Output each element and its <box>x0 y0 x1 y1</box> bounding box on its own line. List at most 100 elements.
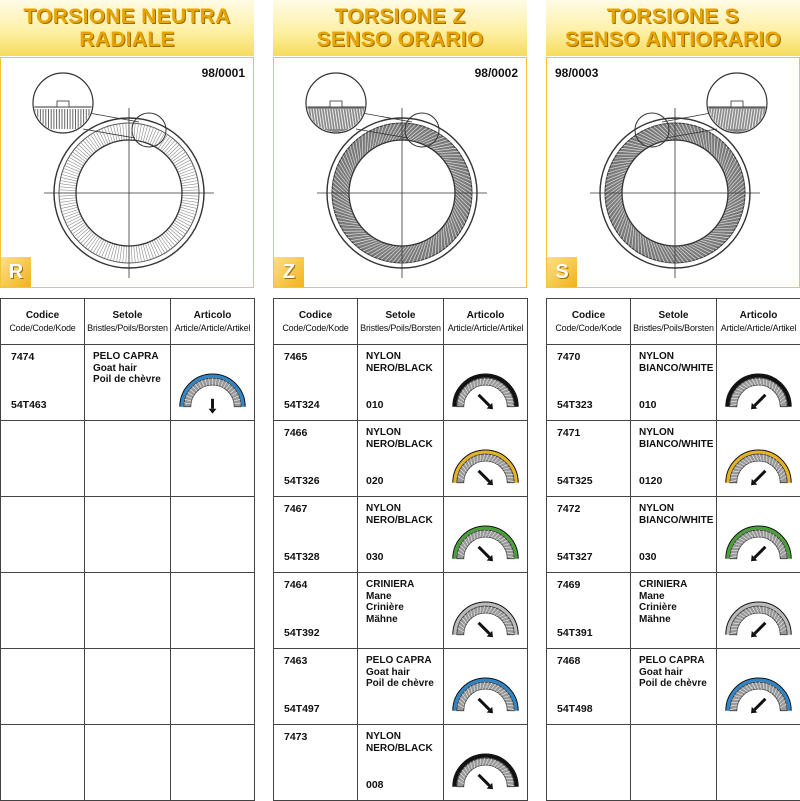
bristle-line-3: Poil de chèvre <box>93 374 161 386</box>
bristle-line-1: NYLON <box>366 427 433 439</box>
brush-section-icon <box>171 345 254 420</box>
bristle-line-4: Mähne <box>639 614 687 626</box>
bristle-color-number: 008 <box>366 779 384 791</box>
header-articolo-title: Articolo <box>467 310 505 321</box>
header-codice-subtitle: Code/Code/Kode <box>274 322 357 334</box>
brush-section-icon <box>717 497 800 572</box>
table-row <box>1 573 255 649</box>
brush-section-icon <box>444 649 527 724</box>
product-code: 7474 <box>11 351 34 363</box>
bristle-line-1: NYLON <box>639 427 713 439</box>
article-cell <box>717 345 800 421</box>
code-cell <box>1 725 85 801</box>
bristle-cell <box>85 573 171 649</box>
product-code-alt: 54T328 <box>284 551 320 563</box>
article-cell <box>444 345 528 421</box>
brush-section-icon <box>444 573 527 648</box>
bristle-line-2: NERO/BLACK <box>366 363 433 375</box>
bristle-line-2: BIANCO/WHITE <box>639 363 713 375</box>
banner-title-line2: SENSO ANTIORARIO <box>546 29 800 51</box>
bristle-line-1: CRINIERA <box>639 579 687 591</box>
header-articolo-title: Articolo <box>740 310 778 321</box>
header-codice-subtitle: Code/Code/Kode <box>1 322 84 334</box>
torsion-letter-badge: R <box>1 257 31 287</box>
banner-title-line1: TORSIONE S <box>546 6 800 28</box>
code-cell <box>1 421 85 497</box>
table-row <box>1 725 255 801</box>
article-cell <box>171 573 255 649</box>
diagram-code: 98/0001 <box>202 66 245 80</box>
header-setole-subtitle: Bristles/Poils/Borsten <box>85 322 170 334</box>
article-cell <box>444 421 528 497</box>
banner-title-line2: RADIALE <box>0 29 254 51</box>
bristle-cell <box>631 725 717 801</box>
brush-section-icon <box>717 421 800 496</box>
article-cell <box>171 497 255 573</box>
bristle-line-2: Goat hair <box>366 667 434 679</box>
torsion-letter: S <box>547 257 577 287</box>
table-row <box>1 421 255 497</box>
table-row <box>547 725 800 801</box>
product-code-alt: 54T498 <box>557 703 593 715</box>
product-code-alt: 54T326 <box>284 475 320 487</box>
bristle-cell <box>85 725 171 801</box>
header-articolo-subtitle: Article/Article/Artikel <box>171 322 254 334</box>
brush-section-icon <box>717 649 800 724</box>
header-codice-title: Codice <box>299 310 332 321</box>
banner-title-line1: TORSIONE Z <box>273 6 527 28</box>
table-row <box>1 497 255 573</box>
bristle-line-1: PELO CAPRA <box>93 351 161 363</box>
product-code-alt: 54T325 <box>557 475 593 487</box>
bristle-line-1: NYLON <box>639 351 713 363</box>
product-code-alt: 54T324 <box>284 399 320 411</box>
code-cell <box>547 725 631 801</box>
product-code: 7469 <box>557 579 580 591</box>
article-cell <box>171 345 255 421</box>
header-setole-subtitle: Bristles/Poils/Borsten <box>358 322 443 334</box>
code-cell <box>1 649 85 725</box>
bristle-line-2: NERO/BLACK <box>366 515 433 527</box>
bristle-line-1: NYLON <box>366 731 433 743</box>
bristle-color-number: 010 <box>639 399 657 411</box>
article-cell <box>444 649 528 725</box>
torsion-letter: Z <box>274 257 304 287</box>
header-codice-title: Codice <box>26 310 59 321</box>
product-code: 7468 <box>557 655 580 667</box>
header-codice-title: Codice <box>572 310 605 321</box>
brush-diagram <box>274 58 526 287</box>
article-cell <box>717 573 800 649</box>
bristle-line-1: NYLON <box>366 503 433 515</box>
product-code: 7464 <box>284 579 307 591</box>
bristle-color-number: 030 <box>639 551 657 563</box>
